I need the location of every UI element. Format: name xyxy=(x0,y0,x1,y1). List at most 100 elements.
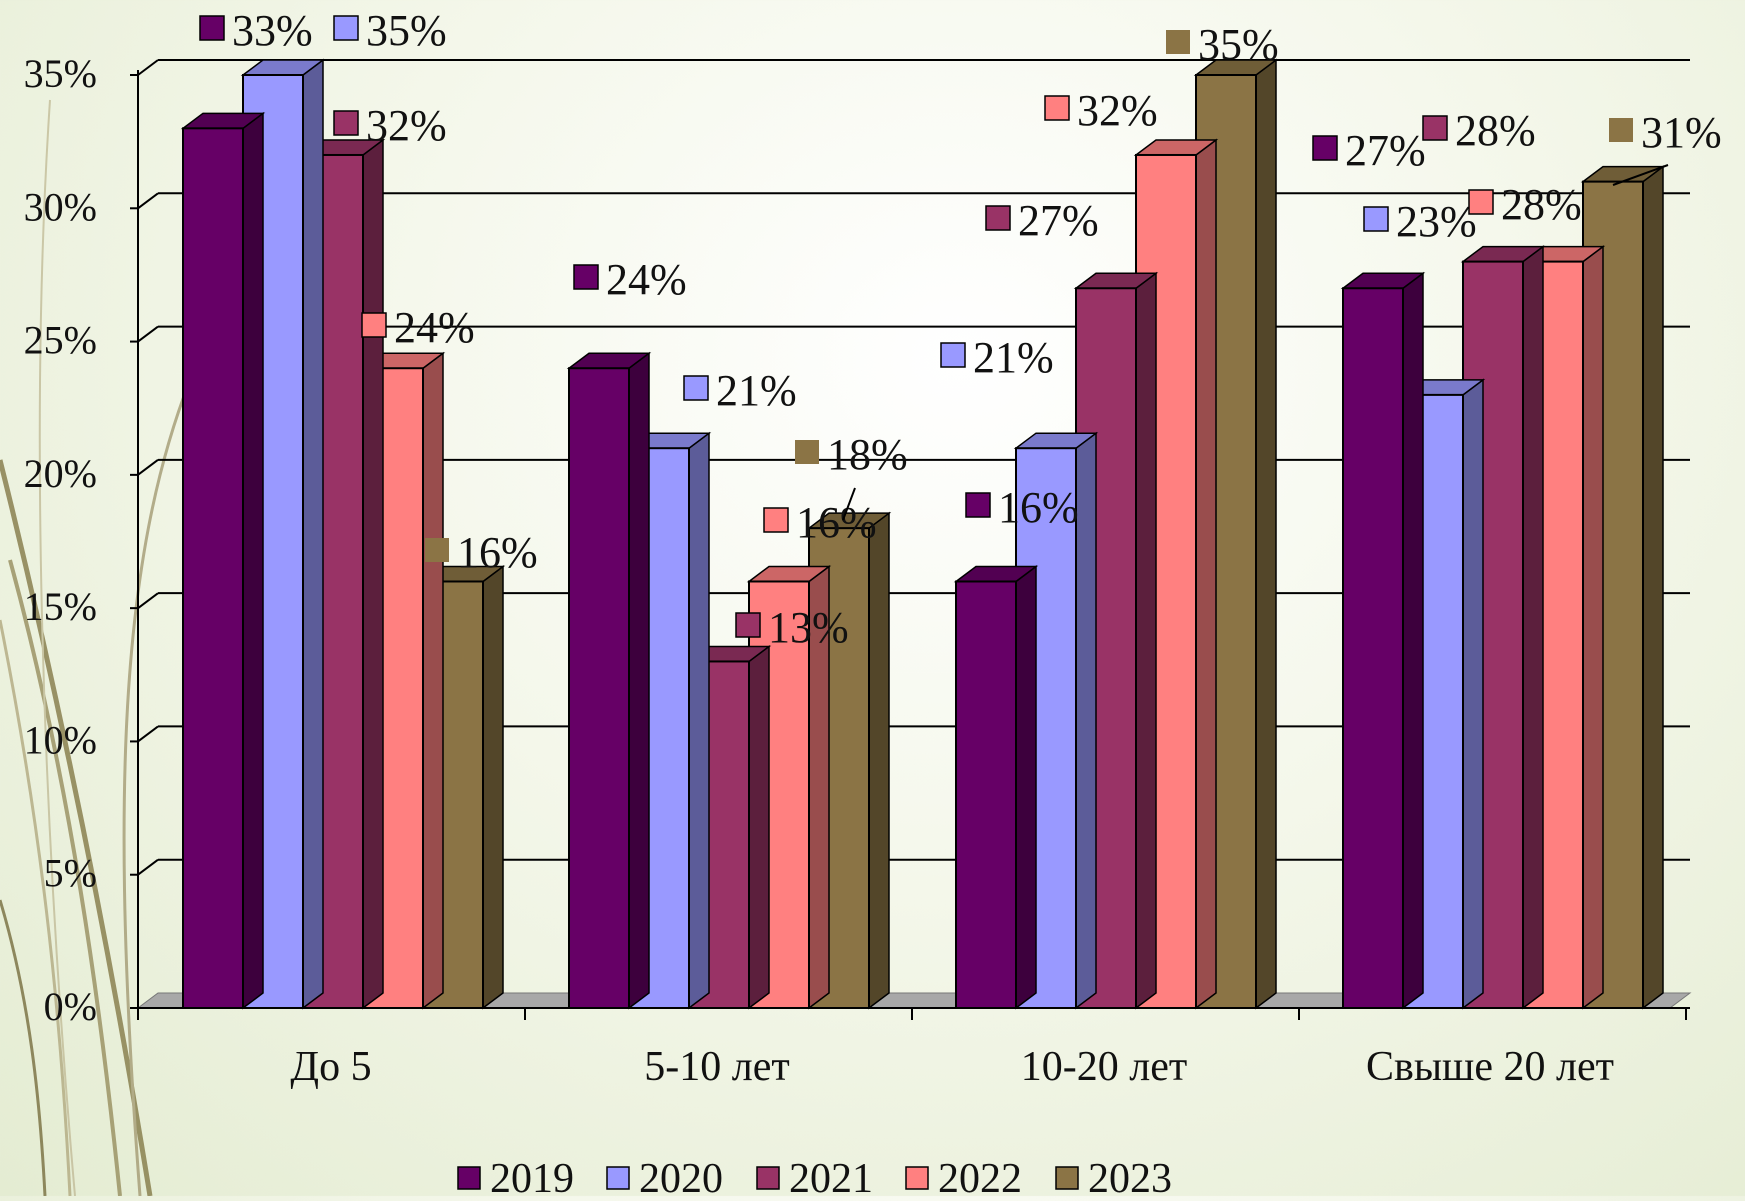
data-label-key xyxy=(985,205,1011,231)
data-label-key xyxy=(763,507,789,533)
data-label-key xyxy=(361,312,387,338)
data-label-key xyxy=(199,15,225,41)
legend-label: 2022 xyxy=(938,1156,1022,1196)
legend-swatch xyxy=(457,1166,481,1190)
leader-line xyxy=(842,487,856,521)
gridline-depth xyxy=(137,592,159,609)
data-label-key xyxy=(965,492,991,518)
data-label-key xyxy=(1609,118,1633,142)
gridline-depth xyxy=(137,858,159,876)
bar-side xyxy=(482,564,504,1010)
data-label: 16% xyxy=(796,498,877,547)
y-tick-label: 25% xyxy=(24,318,97,363)
y-tick-label: 0% xyxy=(44,984,97,1029)
bar-side xyxy=(868,511,890,1010)
data-label: 21% xyxy=(716,366,797,415)
bars xyxy=(180,58,1666,1010)
data-label-key xyxy=(940,342,966,368)
data-label: 24% xyxy=(394,303,475,352)
bar-front xyxy=(1342,287,1404,1009)
bar xyxy=(953,564,1039,1010)
bar-side xyxy=(422,351,444,1010)
data-label: 27% xyxy=(1345,126,1426,175)
data-label: 13% xyxy=(768,603,849,652)
data-label: 16% xyxy=(998,483,1079,532)
legend-label: 2019 xyxy=(490,1156,574,1196)
bar-side xyxy=(302,58,324,1010)
leader-line xyxy=(1612,164,1669,186)
data-label: 35% xyxy=(366,6,447,55)
x-tick-label: Свыше 20 лет xyxy=(1366,1044,1614,1090)
data-label: 24% xyxy=(606,255,687,304)
x-tick-label: 10-20 лет xyxy=(1021,1044,1187,1090)
decorative-grass xyxy=(0,99,192,1197)
data-label-key xyxy=(1468,189,1494,215)
bar-side xyxy=(688,431,710,1010)
data-label-key xyxy=(1166,30,1190,54)
legend: 2019 2020 2021 2022 2023 xyxy=(457,1156,1172,1201)
data-label: 27% xyxy=(1018,196,1099,245)
legend-label: 2023 xyxy=(1088,1156,1172,1196)
bar-front xyxy=(955,580,1017,1009)
data-label: 23% xyxy=(1396,197,1477,246)
data-label-key xyxy=(573,264,599,290)
legend-swatch xyxy=(756,1166,780,1190)
y-tick-label: 30% xyxy=(24,184,97,229)
x-axis-labels: До 5 5-10 лет 10-20 лет Свыше 20 лет xyxy=(290,1044,1614,1090)
legend-label: 2020 xyxy=(639,1156,723,1196)
data-label: 32% xyxy=(366,101,447,150)
y-tick-label: 10% xyxy=(24,717,97,762)
data-label-key xyxy=(795,440,819,464)
bar xyxy=(180,111,266,1010)
bar-side xyxy=(1462,378,1484,1010)
bar xyxy=(1340,271,1426,1010)
bar-side xyxy=(1522,245,1544,1010)
data-label: 32% xyxy=(1077,86,1158,135)
legend-swatch xyxy=(905,1166,929,1190)
y-tick-label: 35% xyxy=(24,51,97,96)
data-label-key xyxy=(425,538,449,562)
data-label: 28% xyxy=(1501,180,1582,229)
data-label-key xyxy=(1363,206,1389,232)
data-label-key xyxy=(683,375,709,401)
bar-side xyxy=(1075,431,1097,1010)
bar-side xyxy=(362,138,384,1010)
bar-side xyxy=(1642,165,1664,1010)
y-tick-label: 15% xyxy=(24,584,97,629)
legend-swatch xyxy=(1055,1166,1079,1190)
legend-label: 2021 xyxy=(789,1156,873,1196)
gridline-depth xyxy=(137,59,159,76)
y-tick-label: 20% xyxy=(24,451,97,496)
x-tick-label: 5-10 лет xyxy=(644,1044,789,1090)
data-label: 31% xyxy=(1641,108,1722,157)
data-label: 35% xyxy=(1198,20,1279,69)
gridline-depth xyxy=(137,325,159,343)
gridline-depth xyxy=(137,192,159,210)
data-label-key xyxy=(1312,135,1338,161)
gridline-depth xyxy=(137,725,159,743)
data-label-key xyxy=(333,110,359,136)
bar-side xyxy=(1255,58,1277,1010)
data-labels: 33% 24% 16% 27% 35% 21% 21% 23% 32% 13% 27% 28% 24% 1… xyxy=(199,6,1722,652)
data-label: 18% xyxy=(827,430,908,479)
bar-side xyxy=(628,351,650,1010)
data-label: 16% xyxy=(457,528,538,577)
bar xyxy=(566,351,652,1010)
bar-side xyxy=(1582,245,1604,1010)
data-label-key xyxy=(1044,95,1070,121)
data-label: 28% xyxy=(1455,106,1536,155)
x-tick-label: До 5 xyxy=(290,1044,371,1090)
data-label-key xyxy=(333,15,359,41)
legend-swatch xyxy=(606,1166,630,1190)
bar-side xyxy=(242,111,264,1010)
bar-side xyxy=(748,644,770,1010)
bar-side xyxy=(1195,138,1217,1010)
data-label-key xyxy=(735,612,761,638)
bar-side xyxy=(1402,271,1424,1010)
bar-front xyxy=(568,367,630,1009)
gridline-depth xyxy=(137,459,159,476)
data-label-key xyxy=(1422,115,1448,141)
data-label: 21% xyxy=(973,333,1054,382)
